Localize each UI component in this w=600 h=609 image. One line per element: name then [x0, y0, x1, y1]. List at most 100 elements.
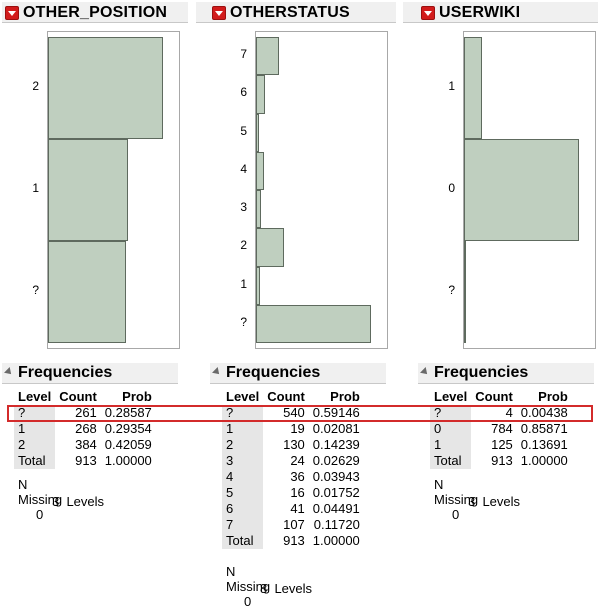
histogram-bar[interactable]	[256, 151, 264, 190]
cell-count: 41	[290, 501, 305, 516]
axis-tick-label: 3	[240, 200, 247, 215]
panel-title: OTHERSTATUS	[230, 4, 350, 21]
cell-prob: 0.04491	[312, 501, 360, 516]
cell-level: 5	[222, 485, 264, 501]
table-header-row: Level Count Prob	[430, 388, 572, 405]
histogram-bar[interactable]	[256, 113, 260, 152]
red-menu-triangle-icon[interactable]	[421, 6, 435, 20]
cell-prob: 0.14239	[312, 437, 360, 452]
histogram-bar[interactable]	[48, 241, 127, 343]
cell-level: 6	[222, 501, 264, 517]
table-row: 6 41 0.04491	[222, 501, 364, 517]
cell-count: 19	[290, 421, 305, 436]
histogram-plot	[47, 31, 180, 349]
missing-label: N Missing	[434, 477, 479, 507]
cell-level: 4	[222, 469, 264, 485]
cell-prob: 1.00000	[520, 453, 568, 468]
frequencies-title: Frequencies	[18, 364, 113, 381]
cell-level: 1	[430, 437, 472, 453]
axis-tick-label: 2	[240, 238, 247, 253]
column-header: Count	[59, 389, 97, 404]
axis-tick-label: 5	[240, 123, 247, 138]
red-menu-triangle-icon[interactable]	[5, 6, 19, 20]
axis-tick-label: 1	[32, 181, 39, 195]
cell-count: 784	[491, 421, 513, 436]
cell-count: 4	[505, 405, 513, 420]
cell-level: Total	[14, 453, 56, 469]
cell-level: Total	[222, 533, 264, 549]
table-row: 3 24 0.02629	[222, 453, 364, 469]
axis-tick-label: ?	[32, 283, 39, 297]
collapse-triangle-icon[interactable]	[212, 367, 222, 377]
table-row: 0 784 0.85871	[430, 421, 572, 437]
missing-count: N Missing 0	[434, 477, 478, 522]
cell-count: 261	[75, 405, 97, 420]
levels-count: 8 Levels	[260, 581, 313, 596]
collapse-triangle-icon[interactable]	[420, 367, 430, 377]
cell-prob: 0.42059	[104, 437, 152, 452]
histogram-bar[interactable]	[256, 266, 261, 305]
frequencies-table: Level Count Prob ? 540 0.59146 1 19 0.02081 2 1…	[222, 388, 364, 549]
cell-count: 36	[290, 469, 305, 484]
table-row: 1 268 0.29354	[14, 421, 156, 437]
cell-level: 2	[14, 437, 56, 453]
histogram-bar[interactable]	[256, 75, 265, 114]
cell-level: ?	[430, 405, 472, 421]
histogram-bar[interactable]	[48, 139, 129, 241]
table-row: 2 384 0.42059	[14, 437, 156, 453]
histogram-bar[interactable]	[48, 37, 164, 139]
frequencies-header[interactable]: Frequencies	[418, 363, 594, 384]
cell-count: 16	[290, 485, 305, 500]
cell-prob: 0.02629	[312, 453, 360, 468]
cell-prob: 0.13691	[520, 437, 568, 452]
column-header: Prob	[538, 389, 568, 404]
histogram-bar[interactable]	[464, 139, 580, 241]
missing-value: 0	[244, 594, 252, 609]
cell-level: 2	[222, 437, 264, 453]
cell-level: 1	[222, 421, 264, 437]
cell-prob: 0.85871	[520, 421, 568, 436]
cell-prob: 1.00000	[312, 533, 360, 548]
column-header: Count	[267, 389, 305, 404]
histogram-bar[interactable]	[256, 304, 372, 343]
axis-tick-label: 1	[448, 79, 455, 93]
cell-count: 913	[491, 453, 513, 468]
cell-count: 384	[75, 437, 97, 452]
table-row: Total 913 1.00000	[222, 533, 364, 549]
axis-tick-label: 6	[240, 85, 247, 100]
cell-count: 125	[491, 437, 513, 452]
frequencies-table: Level Count Prob ? 261 0.28587 1 268 0.29354 2…	[14, 388, 156, 469]
table-row: ? 4 0.00438	[430, 405, 572, 421]
collapse-triangle-icon[interactable]	[4, 367, 14, 377]
axis-tick-label: 1	[240, 276, 247, 291]
histogram-bar[interactable]	[464, 37, 483, 139]
table-row: 1 125 0.13691	[430, 437, 572, 453]
panel-title: USERWIKI	[439, 4, 521, 21]
cell-level: 0	[430, 421, 472, 437]
table-row: Total 913 1.00000	[430, 453, 572, 469]
frequencies-title: Frequencies	[226, 364, 321, 381]
cell-count: 130	[283, 437, 305, 452]
histogram-bar[interactable]	[256, 37, 279, 76]
cell-prob: 0.29354	[104, 421, 152, 436]
table-row: 5 16 0.01752	[222, 485, 364, 501]
histogram-plot	[255, 31, 388, 349]
frequencies-header[interactable]: Frequencies	[210, 363, 386, 384]
histogram-bar[interactable]	[256, 228, 284, 267]
red-menu-triangle-icon[interactable]	[212, 6, 226, 20]
missing-value: 0	[452, 507, 460, 522]
histogram-bar[interactable]	[464, 241, 466, 343]
cell-prob: 0.11720	[313, 517, 360, 532]
table-row: Total 913 1.00000	[14, 453, 156, 469]
cell-count: 107	[283, 517, 305, 532]
missing-count: N Missing 0	[18, 477, 62, 522]
cell-prob: 1.00000	[104, 453, 152, 468]
panel-title: OTHER_POSITION	[23, 4, 168, 21]
axis-tick-label: ?	[448, 283, 455, 297]
histogram-bar[interactable]	[256, 190, 262, 229]
table-row: 4 36 0.03943	[222, 469, 364, 485]
missing-label: N Missing	[18, 477, 63, 507]
frequencies-header[interactable]: Frequencies	[2, 363, 178, 384]
frequencies-title: Frequencies	[434, 364, 529, 381]
cell-count: 913	[75, 453, 97, 468]
